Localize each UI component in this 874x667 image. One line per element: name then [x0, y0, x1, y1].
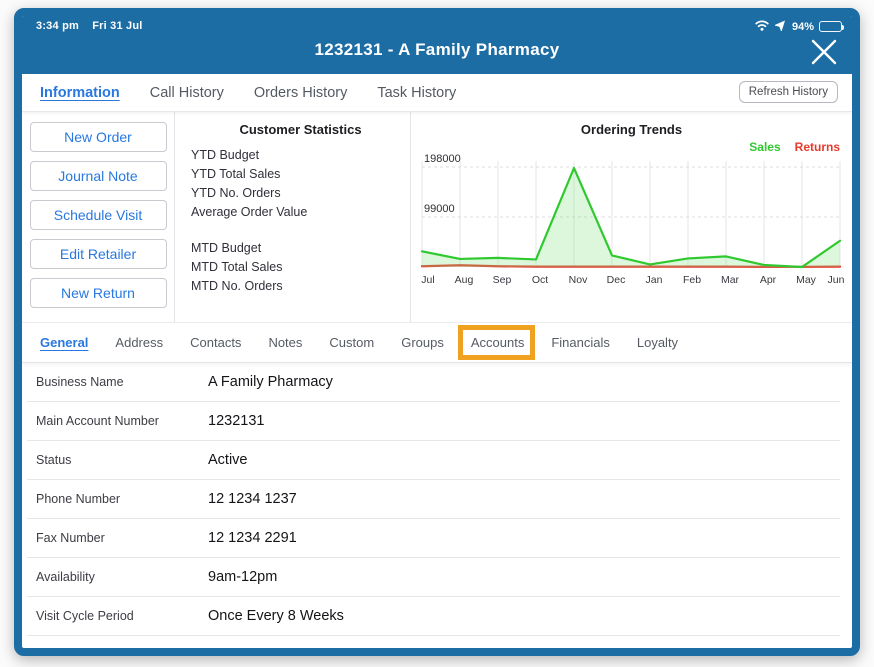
subtab-accounts-label: Accounts [470, 335, 525, 350]
svg-text:Dec: Dec [606, 274, 625, 286]
status-bar: 3:34 pm Fri 31 Jul 94% [22, 19, 852, 35]
divider [174, 112, 175, 322]
divider [410, 112, 411, 322]
stat-mtd-budget: MTD Budget [191, 241, 262, 255]
legend-returns: Returns [794, 140, 840, 154]
table-row: Phone Number 12 1234 1237 [27, 480, 840, 519]
wifi-icon [754, 19, 770, 34]
row-label: Business Name [36, 375, 124, 389]
tab-orders-history[interactable]: Orders History [253, 84, 348, 101]
page-title: 1232131 - A Family Pharmacy [314, 40, 560, 59]
legend-sales: Sales [749, 140, 781, 154]
information-panel: New Order Journal Note Schedule Visit Ed… [22, 112, 852, 323]
line-chart: 198000 99000 Jul Aug Sep Oct Nov Dec Jan Feb Mar Ap… [420, 153, 844, 286]
general-details-table: Business Name A Family Pharmacy Main Acc… [22, 363, 852, 636]
new-order-button[interactable]: New Order [29, 122, 167, 152]
svg-text:Sep: Sep [492, 274, 511, 286]
svg-text:198000: 198000 [424, 153, 461, 165]
customer-statistics: Customer Statistics YTD Budget YTD Total… [175, 112, 410, 322]
row-value: 12 1234 1237 [208, 491, 297, 507]
svg-text:Feb: Feb [682, 274, 700, 286]
svg-text:Nov: Nov [568, 274, 587, 286]
clock-time: 3:34 pm [36, 20, 79, 32]
close-icon[interactable] [808, 36, 840, 68]
tab-task-history[interactable]: Task History [377, 84, 457, 101]
row-label: Phone Number [36, 492, 121, 506]
location-arrow-icon [773, 19, 787, 34]
refresh-history-button[interactable]: Refresh History [738, 81, 838, 103]
row-value: 12 1234 2291 [208, 530, 297, 546]
ordering-trends-chart: Ordering Trends Sales Returns 198000 99000… [411, 112, 852, 322]
subtab-general[interactable]: General [40, 335, 89, 350]
journal-note-button[interactable]: Journal Note [29, 161, 167, 191]
svg-text:Apr: Apr [759, 274, 776, 286]
svg-text:Jul: Jul [421, 274, 434, 286]
row-label: Status [36, 453, 72, 467]
table-row: Main Account Number 1232131 [27, 402, 840, 441]
detail-tab-bar: General Address Contacts Notes Custom Gr… [22, 323, 852, 363]
table-row: Status Active [27, 441, 840, 480]
svg-text:Mar: Mar [720, 274, 739, 286]
subtab-loyalty[interactable]: Loyalty [636, 335, 679, 350]
table-row: Fax Number 12 1234 2291 [27, 519, 840, 558]
subtab-contacts[interactable]: Contacts [190, 335, 242, 350]
table-row: Visit Cycle Period Once Every 8 Weeks [27, 597, 840, 636]
svg-text:May: May [796, 274, 817, 286]
stat-mtd-no-orders: MTD No. Orders [191, 279, 283, 293]
action-buttons-column: New Order Journal Note Schedule Visit Ed… [22, 112, 174, 322]
new-return-button[interactable]: New Return [29, 278, 167, 308]
row-value: A Family Pharmacy [208, 374, 333, 390]
chart-title: Ordering Trends [580, 122, 683, 137]
row-value: 9am-12pm [208, 569, 278, 585]
status-date: Fri 31 Jul [92, 20, 143, 32]
row-value: Active [208, 452, 248, 468]
customer-statistics-title: Customer Statistics [239, 122, 362, 137]
main-tab-bar: Information Call History Orders History … [22, 74, 852, 112]
schedule-visit-button[interactable]: Schedule Visit [29, 200, 167, 230]
row-label: Visit Cycle Period [36, 609, 134, 623]
svg-text:Oct: Oct [531, 274, 547, 286]
edit-retailer-button[interactable]: Edit Retailer [29, 239, 167, 269]
svg-text:Jan: Jan [645, 274, 662, 286]
svg-text:Jun: Jun [827, 274, 844, 286]
app-window: 3:34 pm Fri 31 Jul 94% [14, 8, 860, 656]
tab-call-history[interactable]: Call History [149, 84, 224, 101]
table-row: Business Name A Family Pharmacy [27, 363, 840, 402]
table-row: Availability 9am-12pm [27, 558, 840, 597]
svg-text:Aug: Aug [454, 274, 473, 286]
status-time-date: 3:34 pm Fri 31 Jul [36, 20, 143, 32]
row-label: Fax Number [36, 531, 105, 545]
battery-percent: 94% [791, 20, 814, 33]
stat-ytd-total-sales: YTD Total Sales [191, 167, 281, 181]
subtab-groups[interactable]: Groups [401, 335, 444, 350]
subtab-notes[interactable]: Notes [268, 335, 303, 350]
row-value: Once Every 8 Weeks [208, 608, 344, 624]
subtab-financials[interactable]: Financials [551, 335, 610, 350]
subtab-custom[interactable]: Custom [329, 335, 375, 350]
chart-legend: Sales Returns [735, 140, 840, 154]
tab-information[interactable]: Information [40, 84, 120, 101]
header: 3:34 pm Fri 31 Jul 94% [22, 16, 852, 74]
row-label: Main Account Number [36, 414, 159, 428]
stat-ytd-no-orders: YTD No. Orders [191, 186, 281, 200]
stat-ytd-budget: YTD Budget [191, 148, 260, 162]
row-label: Availability [36, 570, 95, 584]
stat-average-order-value: Average Order Value [191, 205, 308, 219]
stat-mtd-total-sales: MTD Total Sales [191, 260, 283, 274]
subtab-accounts[interactable]: Accounts [457, 325, 536, 360]
battery-icon [819, 21, 844, 32]
svg-text:99000: 99000 [424, 203, 455, 215]
row-value: 1232131 [208, 413, 265, 429]
subtab-address[interactable]: Address [115, 335, 164, 350]
